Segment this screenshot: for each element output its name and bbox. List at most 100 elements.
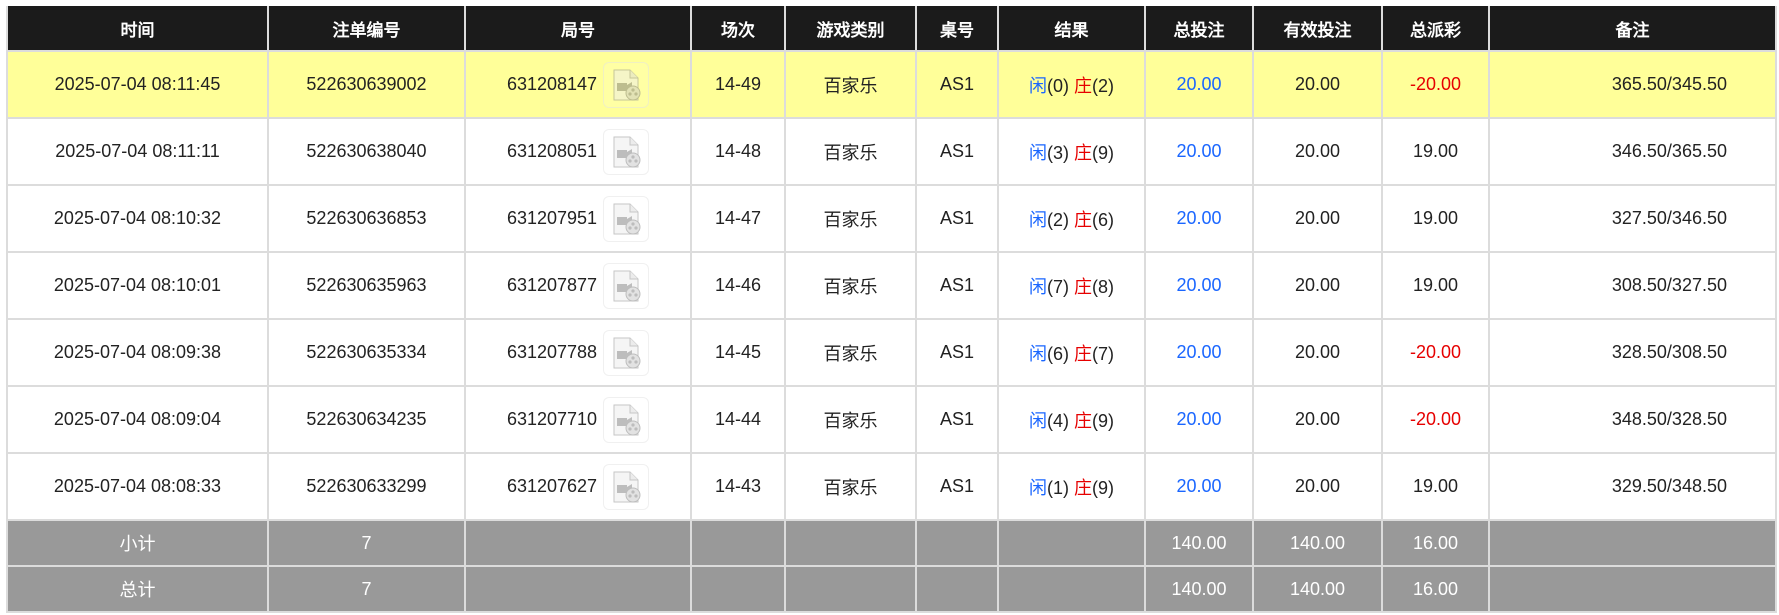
payout-cell: 19.00	[1381, 184, 1490, 253]
video-file-icon[interactable]	[603, 396, 650, 443]
remark-cell: 308.50/327.50	[1488, 251, 1777, 320]
round-cell: 631207710	[464, 385, 692, 454]
table-cell: AS1	[915, 117, 999, 186]
game-type-cell: 百家乐	[784, 385, 917, 454]
empty-cell	[915, 519, 999, 567]
total-valid-bet: 140.00	[1252, 565, 1383, 613]
round-cell: 631207788	[464, 318, 692, 387]
result-cell: 闲(4) 庄(9)	[997, 385, 1146, 454]
player-label: 闲	[1028, 343, 1047, 364]
game-type-cell: 百家乐	[784, 318, 917, 387]
round-number: 631207710	[506, 409, 598, 429]
banker-score: (6)	[1092, 209, 1114, 230]
table-row: 2025-07-04 08:09:38 522630635334 6312077…	[6, 318, 1777, 387]
column-header: 有效投注	[1252, 6, 1383, 52]
player-label: 闲	[1028, 477, 1047, 498]
empty-cell	[1488, 519, 1777, 567]
bet-id-cell: 522630634235	[267, 385, 466, 454]
player-score: (4)	[1046, 410, 1069, 431]
round-number: 631208147	[506, 74, 598, 94]
total-total-bet: 140.00	[1144, 565, 1254, 613]
banker-score: (7)	[1092, 343, 1114, 364]
payout-cell: 19.00	[1381, 117, 1490, 186]
bet-id-cell: 522630636853	[267, 184, 466, 253]
empty-cell	[784, 565, 917, 613]
time-cell: 2025-07-04 08:08:33	[6, 452, 269, 521]
empty-cell	[464, 519, 692, 567]
empty-cell	[915, 565, 999, 613]
valid-bet-cell: 20.00	[1252, 184, 1383, 253]
total-bet-cell: 20.00	[1144, 184, 1254, 253]
bet-id-cell: 522630635963	[267, 251, 466, 320]
video-file-icon[interactable]	[603, 463, 650, 510]
empty-cell	[690, 565, 786, 613]
round-cell: 631207877	[464, 251, 692, 320]
empty-cell	[997, 519, 1146, 567]
session-cell: 14-46	[690, 251, 786, 320]
banker-score: (2)	[1092, 75, 1114, 96]
column-header: 桌号	[915, 6, 999, 52]
video-file-icon[interactable]	[603, 329, 650, 376]
column-header: 结果	[997, 6, 1146, 52]
remark-cell: 327.50/346.50	[1488, 184, 1777, 253]
session-cell: 14-45	[690, 318, 786, 387]
round-number: 631207877	[506, 275, 598, 295]
session-cell: 14-48	[690, 117, 786, 186]
bet-id-cell: 522630635334	[267, 318, 466, 387]
subtotal-total-bet: 140.00	[1144, 519, 1254, 567]
table-row: 2025-07-04 08:10:01 522630635963 6312078…	[6, 251, 1777, 320]
player-score: (3)	[1046, 142, 1069, 163]
banker-label: 庄	[1074, 477, 1092, 498]
remark-cell: 348.50/328.50	[1488, 385, 1777, 454]
empty-cell	[997, 565, 1146, 613]
round-number: 631207627	[506, 476, 598, 496]
valid-bet-cell: 20.00	[1252, 452, 1383, 521]
total-bet-cell: 20.00	[1144, 385, 1254, 454]
round-number: 631208051	[506, 141, 598, 161]
video-file-icon[interactable]	[603, 195, 650, 242]
table-row: 2025-07-04 08:08:33 522630633299 6312076…	[6, 452, 1777, 521]
table-row: 2025-07-04 08:11:11 522630638040 6312080…	[6, 117, 1777, 186]
player-score: (2)	[1046, 209, 1069, 230]
empty-cell	[1488, 565, 1777, 613]
video-file-icon[interactable]	[603, 128, 650, 175]
column-header: 局号	[464, 6, 692, 52]
game-type-cell: 百家乐	[784, 117, 917, 186]
payout-cell: -20.00	[1381, 385, 1490, 454]
banker-score: (8)	[1092, 276, 1114, 297]
total-bet-cell: 20.00	[1144, 50, 1254, 119]
bet-records-table: 时间 注单编号 局号 场次 游戏类别 桌号 结果 总投注 有效投注 总派彩 备注 2025-07-0…	[6, 6, 1777, 613]
payout-cell: 19.00	[1381, 452, 1490, 521]
bet-id-cell: 522630633299	[267, 452, 466, 521]
round-cell: 631208147	[464, 50, 692, 119]
player-score: (7)	[1046, 276, 1069, 297]
result-cell: 闲(7) 庄(8)	[997, 251, 1146, 320]
video-file-icon[interactable]	[603, 61, 650, 108]
header-row: 时间 注单编号 局号 场次 游戏类别 桌号 结果 总投注 有效投注 总派彩 备注	[6, 6, 1777, 52]
game-type-cell: 百家乐	[784, 251, 917, 320]
table-cell: AS1	[915, 318, 999, 387]
column-header: 备注	[1488, 6, 1777, 52]
player-label: 闲	[1028, 276, 1047, 297]
result-cell: 闲(1) 庄(9)	[997, 452, 1146, 521]
total-row: 总计 7 140.00 140.00 16.00	[6, 565, 1777, 613]
table-cell: AS1	[915, 184, 999, 253]
player-label: 闲	[1028, 75, 1047, 96]
table-row: 2025-07-04 08:10:32 522630636853 6312079…	[6, 184, 1777, 253]
banker-label: 庄	[1074, 276, 1092, 297]
subtotal-payout: 16.00	[1381, 519, 1490, 567]
banker-label: 庄	[1074, 142, 1092, 163]
session-cell: 14-43	[690, 452, 786, 521]
column-header: 游戏类别	[784, 6, 917, 52]
time-cell: 2025-07-04 08:10:01	[6, 251, 269, 320]
total-payout: 16.00	[1381, 565, 1490, 613]
subtotal-row: 小计 7 140.00 140.00 16.00	[6, 519, 1777, 567]
payout-cell: 19.00	[1381, 251, 1490, 320]
table-cell: AS1	[915, 50, 999, 119]
game-type-cell: 百家乐	[784, 184, 917, 253]
video-file-icon[interactable]	[603, 262, 650, 309]
valid-bet-cell: 20.00	[1252, 318, 1383, 387]
bet-id-cell: 522630638040	[267, 117, 466, 186]
result-cell: 闲(6) 庄(7)	[997, 318, 1146, 387]
banker-label: 庄	[1074, 410, 1092, 431]
